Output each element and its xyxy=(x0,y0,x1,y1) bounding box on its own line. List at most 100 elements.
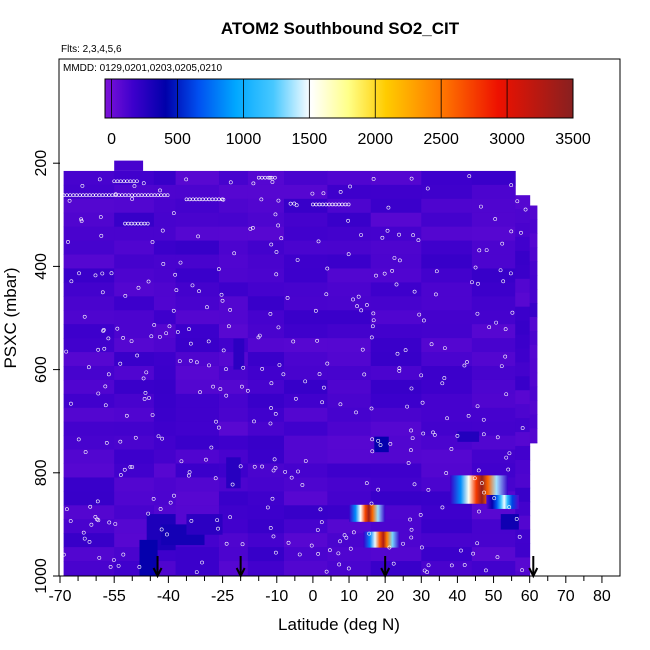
heatmap-cell xyxy=(218,254,249,269)
sample-point xyxy=(224,393,229,398)
sample-point xyxy=(315,528,320,532)
sample-point xyxy=(303,459,308,463)
heatmap-cell xyxy=(247,352,285,367)
heatmap-cell xyxy=(421,184,473,200)
colorbar-tick-label: 3500 xyxy=(555,131,591,148)
heatmap-cell xyxy=(247,254,285,269)
sample-point xyxy=(82,536,87,541)
sample-point xyxy=(79,217,84,222)
heatmap-cell xyxy=(471,352,516,367)
sample-point xyxy=(471,551,475,556)
sample-point xyxy=(196,234,200,239)
heatmap-cell xyxy=(153,463,177,478)
sample-point xyxy=(409,176,414,181)
sample-point xyxy=(466,413,471,418)
plot-area xyxy=(61,160,539,579)
sample-point xyxy=(369,501,374,506)
heatmap-cell xyxy=(515,334,531,349)
heatmap-cell xyxy=(515,543,531,558)
colorbar-tick-label: 0 xyxy=(107,131,116,148)
sample-point xyxy=(370,449,375,454)
heatmap-cell xyxy=(218,226,249,242)
heatmap-cell xyxy=(515,459,531,475)
sample-point xyxy=(132,184,137,188)
sample-point xyxy=(207,363,211,368)
heatmap-cell xyxy=(63,184,115,200)
heatmap-cell xyxy=(327,547,372,562)
sample-point xyxy=(228,515,233,520)
sample-point xyxy=(93,514,98,519)
heatmap-cell xyxy=(421,198,473,214)
heatmap-cell xyxy=(327,393,372,409)
heatmap-cell xyxy=(515,236,531,252)
heatmap-cell xyxy=(529,205,538,220)
sample-point xyxy=(351,530,356,535)
sample-point xyxy=(219,292,224,297)
heatmap-cell xyxy=(421,282,473,297)
heatmap-cell xyxy=(515,320,531,336)
heatmap-cell xyxy=(327,296,372,311)
heatmap-cell xyxy=(175,561,220,576)
sample-point xyxy=(378,443,383,447)
heatmap-cell xyxy=(370,296,422,311)
sample-point xyxy=(101,328,106,333)
heatmap-cell xyxy=(515,445,531,461)
heatmap-cell xyxy=(63,449,115,465)
sample-point xyxy=(506,467,511,472)
heatmap-cell xyxy=(63,463,115,478)
heatmap-cell xyxy=(175,282,220,297)
sample-point xyxy=(416,238,421,243)
sample-point xyxy=(364,481,369,486)
sample-point xyxy=(265,505,270,510)
sample-point xyxy=(152,323,157,327)
heatmap-cell xyxy=(529,303,538,318)
heatmap-cell xyxy=(63,170,115,186)
sample-point xyxy=(224,541,229,546)
heatmap-cell xyxy=(515,292,531,308)
heatmap-cell xyxy=(63,407,115,423)
heatmap-cell xyxy=(114,352,155,367)
y-tick-label: 200 xyxy=(33,150,50,177)
heatmap-cell xyxy=(529,400,538,415)
sample-point xyxy=(83,450,88,454)
sample-point xyxy=(252,419,256,424)
heatmap-cell xyxy=(529,442,538,444)
x-tick-label: 80 xyxy=(593,588,611,605)
sample-point xyxy=(108,565,113,569)
heatmap-cell xyxy=(153,324,177,339)
heatmap-plume xyxy=(363,531,400,548)
sample-point xyxy=(392,256,397,260)
heatmap-cell xyxy=(63,338,115,353)
heatmap-cell xyxy=(370,407,422,423)
sample-point xyxy=(186,473,191,478)
x-tick-label: -55 xyxy=(103,588,126,605)
heatmap-cell xyxy=(374,436,389,453)
heatmap-cell xyxy=(114,240,155,256)
colorbar-ticks: 0 500 1000 1500 2000 2500 3000 3500 xyxy=(107,79,591,148)
heatmap-cell xyxy=(63,561,115,576)
heatmap-cell xyxy=(114,338,155,353)
heatmap-cell xyxy=(218,282,249,297)
heatmap-cell xyxy=(218,505,249,520)
heatmap-cell xyxy=(218,519,249,534)
sample-point xyxy=(213,476,218,481)
x-tick-label: 40 xyxy=(449,588,467,605)
sample-point xyxy=(348,184,352,189)
heatmap-cell xyxy=(218,407,249,423)
heatmap-cell xyxy=(284,254,328,269)
sample-point xyxy=(295,258,300,262)
sample-point xyxy=(159,527,164,532)
sample-point xyxy=(112,558,116,562)
heatmap-cell xyxy=(63,421,115,437)
heatmap-cell xyxy=(327,240,372,256)
heatmap-cell xyxy=(153,198,177,214)
sample-point xyxy=(467,174,472,179)
heatmap-cell xyxy=(421,463,473,478)
sample-point xyxy=(411,233,415,238)
sample-point xyxy=(141,376,146,381)
heatmap-cell xyxy=(218,296,249,311)
heatmap-cell xyxy=(218,212,249,228)
sample-point xyxy=(61,552,66,557)
sample-point xyxy=(401,541,405,546)
